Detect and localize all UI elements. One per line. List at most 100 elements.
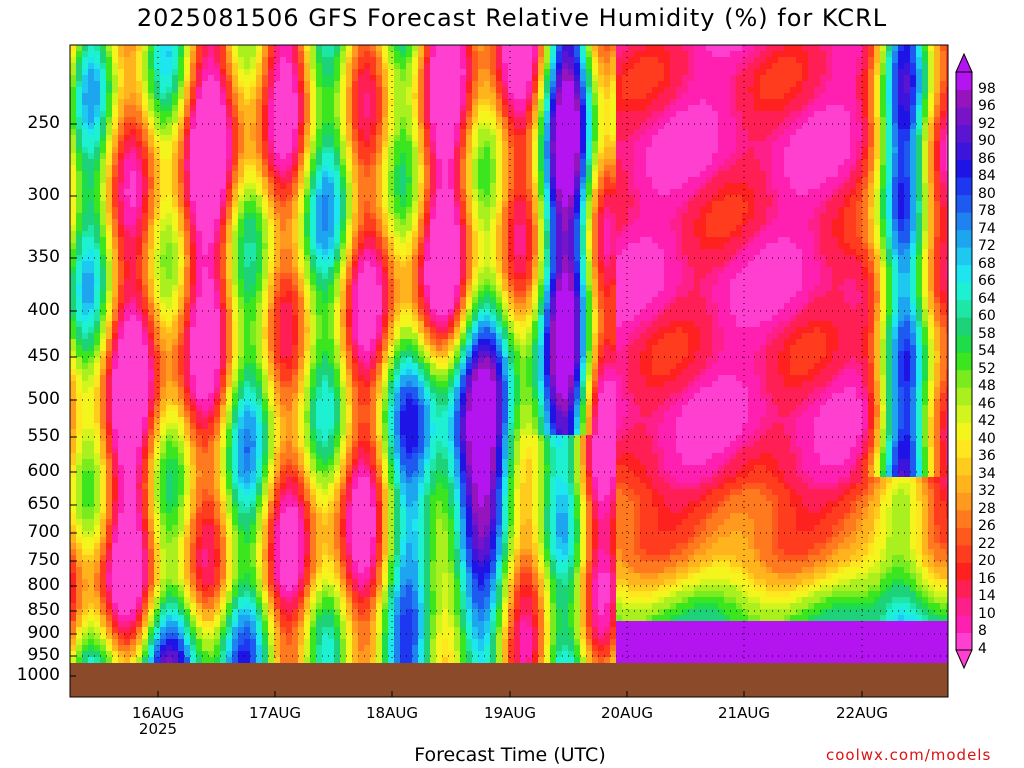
colorbar-label: 42 bbox=[978, 413, 996, 430]
colorbar-max-arrow bbox=[955, 52, 973, 73]
x-tick-label: 20AUG bbox=[601, 704, 653, 722]
colorbar-label: 8 bbox=[978, 623, 987, 640]
y-tick-label: 950 bbox=[27, 645, 60, 665]
colorbar-segment bbox=[956, 439, 972, 458]
colorbar-segment bbox=[956, 124, 972, 143]
colorbar-segment bbox=[956, 212, 972, 231]
y-tick-label: 700 bbox=[27, 522, 60, 542]
colorbar-segment bbox=[956, 299, 972, 318]
colorbar-label: 20 bbox=[978, 553, 996, 570]
chart-grid bbox=[70, 45, 948, 663]
colorbar-label: 68 bbox=[978, 255, 996, 272]
colorbar-label: 34 bbox=[978, 465, 996, 482]
colorbar-label: 74 bbox=[978, 220, 996, 237]
x-tick-label: 16AUG bbox=[132, 704, 184, 722]
colorbar-segment bbox=[956, 422, 972, 441]
x-tick-label: 17AUG bbox=[249, 704, 301, 722]
colorbar-label: 58 bbox=[978, 325, 996, 342]
colorbar-label: 22 bbox=[978, 535, 996, 552]
colorbar-label: 78 bbox=[978, 203, 996, 220]
colorbar-label: 90 bbox=[978, 133, 996, 150]
colorbar-label: 60 bbox=[978, 308, 996, 325]
colorbar-label: 14 bbox=[978, 588, 996, 605]
colorbar-segment bbox=[956, 579, 972, 598]
y-tick-label: 450 bbox=[27, 346, 60, 366]
humidity-heatmap bbox=[70, 45, 948, 664]
colorbar-label: 80 bbox=[978, 185, 996, 202]
colorbar-label: 28 bbox=[978, 500, 996, 517]
colorbar-label: 32 bbox=[978, 483, 996, 500]
colorbar-segment bbox=[956, 229, 972, 248]
colorbar-frame bbox=[955, 71, 973, 651]
y-tick-label: 250 bbox=[27, 113, 60, 133]
x-tick-label: 18AUG bbox=[366, 704, 418, 722]
colorbar-label: 46 bbox=[978, 395, 996, 412]
y-tick-label: 550 bbox=[27, 426, 60, 446]
axis-ticks bbox=[70, 123, 863, 697]
x-tick-label: 19AUG bbox=[484, 704, 536, 722]
chart-title: 2025081506 GFS Forecast Relative Humidit… bbox=[136, 4, 888, 32]
colorbar-segment bbox=[956, 562, 972, 581]
y-tick-label: 400 bbox=[27, 300, 60, 320]
colorbar-segment bbox=[956, 142, 972, 161]
colorbar-label: 72 bbox=[978, 238, 996, 255]
colorbar-label: 48 bbox=[978, 378, 996, 395]
y-tick-label: 750 bbox=[27, 550, 60, 570]
colorbar-segment bbox=[956, 159, 972, 178]
colorbar-segment bbox=[956, 282, 972, 301]
x-axis-title: Forecast Time (UTC) bbox=[414, 744, 606, 766]
colorbar-label: 40 bbox=[978, 430, 996, 447]
colorbar-segment bbox=[956, 509, 972, 528]
colorbar-label: 92 bbox=[978, 115, 996, 132]
colorbar-segment bbox=[956, 317, 972, 336]
colorbar-segment bbox=[956, 352, 972, 371]
plot-frame bbox=[69, 44, 949, 698]
y-tick-label: 850 bbox=[27, 600, 60, 620]
colorbar-segment bbox=[956, 544, 972, 563]
colorbar-label: 16 bbox=[978, 570, 996, 587]
colorbar-label: 54 bbox=[978, 343, 996, 360]
colorbar-segment bbox=[956, 474, 972, 493]
x-tick-label: 21AUG bbox=[718, 704, 770, 722]
y-tick-label: 600 bbox=[27, 461, 60, 481]
colorbar-segment bbox=[956, 107, 972, 126]
colorbar-segment bbox=[956, 597, 972, 616]
colorbar-label: 52 bbox=[978, 360, 996, 377]
colorbar-segment bbox=[956, 334, 972, 353]
colorbar-segment bbox=[956, 457, 972, 476]
x-axis-year-label: 2025 bbox=[138, 720, 178, 738]
colorbar-segment bbox=[956, 247, 972, 266]
colorbar-segment bbox=[956, 527, 972, 546]
colorbar-label: 96 bbox=[978, 98, 996, 115]
colorbar-label: 36 bbox=[978, 448, 996, 465]
colorbar-segment bbox=[956, 369, 972, 388]
colorbar-segment bbox=[956, 614, 972, 633]
y-tick-label: 300 bbox=[27, 185, 60, 205]
y-tick-label: 1000 bbox=[16, 665, 60, 685]
colorbar-segment bbox=[956, 89, 972, 108]
y-tick-label: 500 bbox=[27, 389, 60, 409]
colorbar-segment bbox=[956, 492, 972, 511]
y-tick-label: 900 bbox=[27, 623, 60, 643]
y-tick-label: 650 bbox=[27, 494, 60, 514]
colorbar-label: 98 bbox=[978, 80, 996, 97]
colorbar-segment bbox=[956, 387, 972, 406]
colorbar-label: 10 bbox=[978, 605, 996, 622]
colorbar-segment bbox=[956, 194, 972, 213]
source-credit: coolwx.com/models bbox=[826, 746, 992, 764]
colorbar-label: 84 bbox=[978, 168, 996, 185]
y-tick-label: 350 bbox=[27, 247, 60, 267]
x-tick-label: 22AUG bbox=[836, 704, 888, 722]
y-tick-label: 800 bbox=[27, 575, 60, 595]
colorbar-segment bbox=[956, 72, 972, 91]
ground-band bbox=[70, 663, 948, 697]
colorbar-segment bbox=[956, 632, 972, 651]
colorbar-segment bbox=[956, 177, 972, 196]
colorbar-label: 66 bbox=[978, 273, 996, 290]
colorbar-label: 26 bbox=[978, 518, 996, 535]
colorbar-segment bbox=[956, 264, 972, 283]
colorbar-label: 86 bbox=[978, 150, 996, 167]
colorbar bbox=[955, 52, 973, 670]
colorbar-label: 4 bbox=[978, 641, 987, 657]
